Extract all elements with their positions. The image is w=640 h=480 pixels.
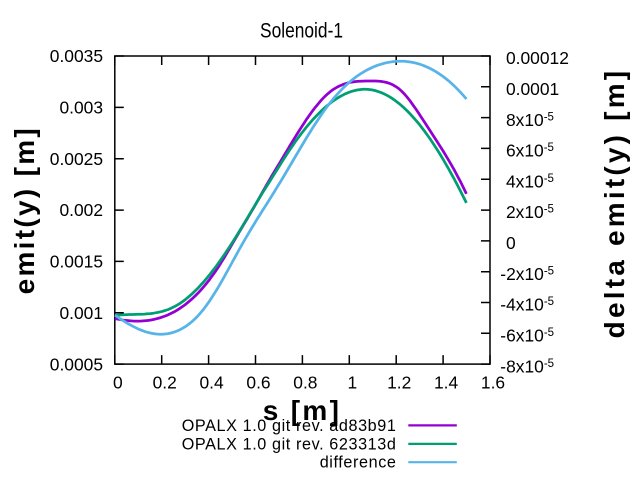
- svg-text:0.0005: 0.0005: [50, 354, 103, 374]
- svg-text:1: 1: [347, 372, 357, 392]
- svg-text:emit(y) [m]: emit(y) [m]: [9, 126, 40, 294]
- svg-text:6x10-5: 6x10-5: [506, 141, 554, 161]
- svg-text:1.6: 1.6: [481, 372, 505, 392]
- svg-text:0.0025: 0.0025: [50, 149, 103, 169]
- svg-text:0: 0: [506, 233, 516, 253]
- svg-text:0.0015: 0.0015: [50, 252, 103, 272]
- svg-text:0.001: 0.001: [59, 303, 103, 323]
- svg-text:difference: difference: [320, 454, 397, 472]
- svg-text:delta emit(y) [m]: delta emit(y) [m]: [599, 68, 630, 339]
- svg-text:0.003: 0.003: [59, 98, 103, 118]
- svg-text:0.6: 0.6: [246, 372, 270, 392]
- svg-text:2x10-5: 2x10-5: [506, 202, 554, 222]
- svg-text:0.0035: 0.0035: [50, 46, 103, 66]
- svg-text:0.8: 0.8: [293, 372, 317, 392]
- svg-text:-4x10-5: -4x10-5: [500, 295, 554, 315]
- svg-text:-6x10-5: -6x10-5: [500, 326, 554, 346]
- svg-text:4x10-5: 4x10-5: [506, 171, 554, 191]
- svg-text:0: 0: [113, 372, 123, 392]
- svg-text:0.0001: 0.0001: [506, 79, 559, 99]
- svg-text:0.00012: 0.00012: [506, 48, 569, 68]
- svg-text:0.4: 0.4: [200, 372, 225, 392]
- svg-text:8x10-5: 8x10-5: [506, 110, 554, 130]
- svg-text:1.4: 1.4: [434, 372, 459, 392]
- svg-text:-8x10-5: -8x10-5: [500, 356, 554, 376]
- svg-text:1.2: 1.2: [387, 372, 411, 392]
- svg-text:-2x10-5: -2x10-5: [500, 264, 554, 284]
- svg-text:0.2: 0.2: [153, 372, 177, 392]
- svg-text:0.002: 0.002: [59, 200, 103, 220]
- svg-text:s [m]: s [m]: [263, 395, 341, 426]
- svg-text:OPALX 1.0 git rev. ad83b91: OPALX 1.0 git rev. ad83b91: [182, 417, 397, 435]
- svg-text:Solenoid-1: Solenoid-1: [260, 19, 343, 43]
- svg-text:OPALX 1.0 git rev. 623313d: OPALX 1.0 git rev. 623313d: [182, 435, 397, 453]
